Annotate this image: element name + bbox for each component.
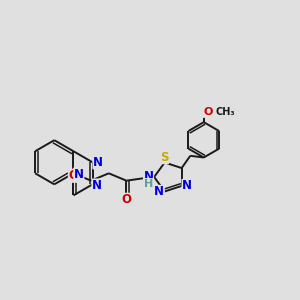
Text: O: O: [203, 107, 213, 117]
Text: H: H: [144, 178, 153, 189]
Text: N: N: [143, 170, 154, 184]
Text: O: O: [122, 193, 131, 206]
Text: S: S: [160, 151, 168, 164]
Text: N: N: [92, 179, 102, 192]
Text: N: N: [74, 168, 84, 181]
Text: CH₃: CH₃: [215, 107, 235, 117]
Text: N: N: [154, 185, 164, 198]
Text: N: N: [93, 156, 103, 169]
Text: N: N: [182, 179, 192, 192]
Text: O: O: [68, 169, 78, 182]
